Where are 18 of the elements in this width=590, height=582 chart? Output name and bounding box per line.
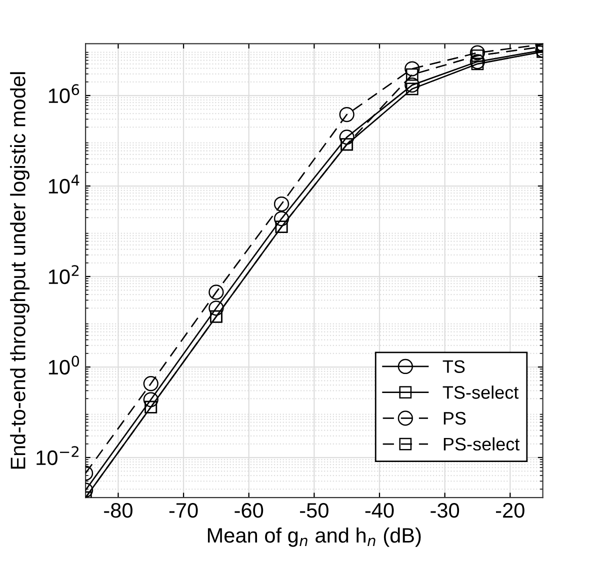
x-tick-label: -60	[234, 503, 264, 518]
legend-label: TS-select	[442, 386, 519, 399]
x-axis-title: Mean of g$_{n}$ and h$_{n}$ (dB)	[208, 527, 421, 547]
x-tick-label: -80	[104, 503, 132, 518]
x-tick-label: -70	[169, 503, 198, 518]
y-tick-label: 10$^{4}$	[48, 174, 80, 194]
x-tick-label: -40	[365, 503, 394, 518]
legend-label: PS-select	[444, 437, 520, 451]
x-tick-label: -30	[430, 503, 460, 518]
legend-label: PS	[444, 412, 466, 425]
y-tick-label: 10$^{6}$	[48, 84, 80, 104]
y-tick-label: 10$^{0}$	[48, 356, 80, 375]
y-tick-label: 10$^{−2}$	[36, 446, 78, 466]
legend-label: TS	[442, 360, 465, 373]
x-tick-label: -50	[300, 503, 328, 518]
y-tick-label: 10$^{2}$	[48, 265, 79, 284]
y-axis-title: End-to-end throughput under logistic model	[10, 72, 30, 469]
x-tick-label: -20	[496, 503, 524, 518]
